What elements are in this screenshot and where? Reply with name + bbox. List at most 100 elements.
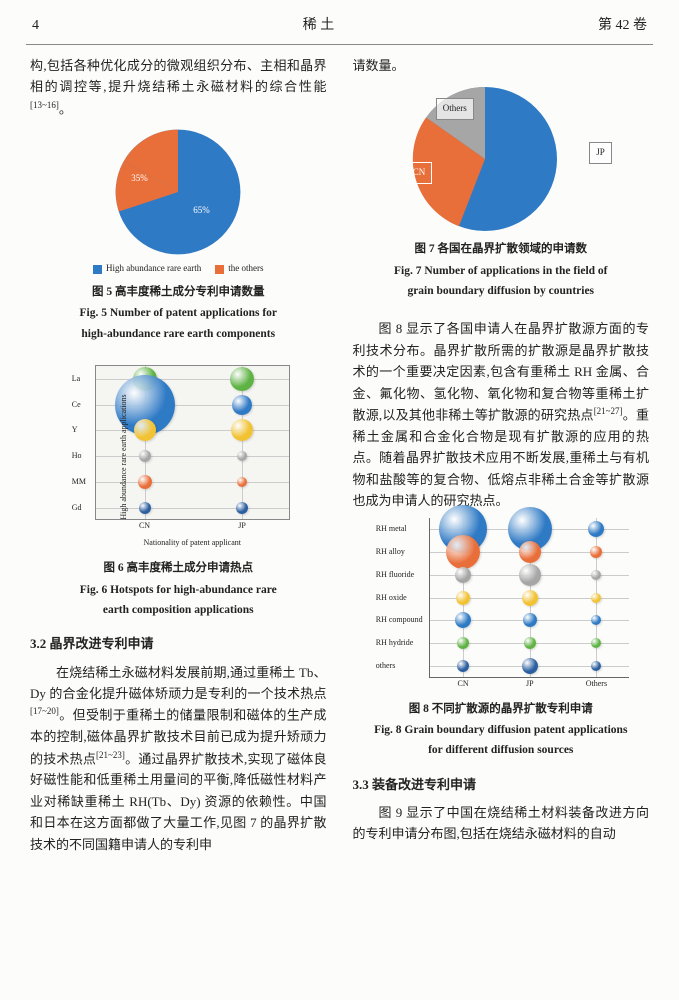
bubble <box>457 637 469 649</box>
legend-swatch-icon <box>215 265 224 274</box>
fig5-caption-en2: high-abundance rare earth components <box>30 326 327 343</box>
bubble <box>138 475 152 489</box>
ytick-label: Gd <box>72 501 82 515</box>
fig8-caption-cn: 图 8 不同扩散源的晶界扩散专利申请 <box>353 700 650 720</box>
ytick-label: RH oxide <box>376 591 407 605</box>
bubble <box>230 367 254 391</box>
legend-swatch-icon <box>93 265 102 274</box>
fig5-65-label: 65% <box>193 203 210 218</box>
fig5-35-label: 35% <box>131 171 148 186</box>
fig7-caption-cn: 图 7 各国在晶界扩散领域的申请数 <box>353 240 650 260</box>
ytick-label: Ho <box>72 449 82 463</box>
bubble <box>522 658 538 674</box>
bubble <box>519 564 541 586</box>
bubble <box>456 591 470 605</box>
bubble <box>139 450 151 462</box>
bubble <box>588 521 604 537</box>
left-p2-a: 在烧结稀土永磁材料发展前期,通过重稀土 Tb、Dy 的合金化提升磁体矫顽力是专利… <box>30 665 327 701</box>
fig8-chart: RH metal RH alloy RH fluoride RH oxide RH co… <box>353 518 650 678</box>
page-number: 4 <box>32 14 39 38</box>
right-p2-b: 。重稀土金属和合金化合物是现有扩散源的应用的热点。随着晶界扩散技术应用不断发展,… <box>353 407 650 508</box>
fig8-caption-en2: for different diffusion sources <box>353 742 650 759</box>
fig5-legend-item-2: the others <box>215 261 263 276</box>
section-3-3-heading: 3.3 装备改进专利申请 <box>353 774 650 796</box>
xtick-label: CN <box>458 677 469 691</box>
bubble <box>457 660 469 672</box>
ytick-label: RH metal <box>376 522 407 536</box>
bubble <box>519 541 541 563</box>
right-p2-sup: [21~27] <box>594 406 623 416</box>
volume-label: 第 42 卷 <box>598 14 647 38</box>
left-p2: 在烧结稀土永磁材料发展前期,通过重稀土 Tb、Dy 的合金化提升磁体矫顽力是专利… <box>30 662 327 856</box>
journal-title: 稀 土 <box>303 14 335 38</box>
xtick-label: JP <box>238 519 246 533</box>
fig7-pie: Others JP CN <box>353 84 650 234</box>
bubble <box>446 535 480 569</box>
ytick-label: La <box>72 372 80 386</box>
fig7-others-box: Others <box>436 98 474 119</box>
bubble <box>591 661 601 671</box>
bubble <box>139 502 151 514</box>
fig5-legend: High abundance rare earth the others <box>30 261 327 276</box>
fig6-caption-en2: earth composition applications <box>30 602 327 619</box>
page-header: 4 稀 土 第 42 卷 <box>0 0 679 44</box>
fig5-legend-2-text: the others <box>228 261 263 276</box>
fig6-ylabel: High abundance rare earth applications <box>117 394 131 519</box>
fig7-caption-en2: grain boundary diffusion by countries <box>353 283 650 300</box>
fig8-caption-en1: Fig. 8 Grain boundary diffusion patent a… <box>353 722 650 739</box>
bubble <box>134 419 156 441</box>
fig6-chart: La Ce Y Ho MM Gd CN JP High abundance rare eart… <box>30 365 327 550</box>
left-p1-sup: [13~16] <box>30 100 59 110</box>
bubble <box>236 502 248 514</box>
left-p2-sup1: [17~20] <box>30 706 59 716</box>
bubble <box>455 567 471 583</box>
section-3-2-heading: 3.2 晶界改进专利申请 <box>30 633 327 655</box>
left-p2-sup2: [21~23] <box>96 750 125 760</box>
bubble <box>591 615 601 625</box>
bubble <box>232 395 252 415</box>
ytick-label: Y <box>72 424 78 438</box>
bubble <box>237 477 247 487</box>
bubble <box>522 590 538 606</box>
fig7-jp-box: JP <box>589 142 612 163</box>
bubble <box>590 546 602 558</box>
right-p2: 图 8 显示了各国申请人在晶界扩散源方面的专利技术分布。晶界扩散所需的扩散源是晶… <box>353 318 650 511</box>
left-p1: 构,包括各种优化成分的微观组织分布、主相和晶界相的调控等,提升烧结稀土永磁材料的… <box>30 55 327 120</box>
bubble <box>524 637 536 649</box>
ytick-label: others <box>376 659 396 673</box>
header-rule <box>26 44 653 45</box>
fig7-caption-en1: Fig. 7 Number of applications in the fie… <box>353 263 650 280</box>
fig6-caption-cn: 图 6 高丰度稀土成分申请热点 <box>30 559 327 579</box>
bubble <box>523 613 537 627</box>
xtick-label: CN <box>139 519 150 533</box>
fig7-cn-box: CN <box>406 162 433 183</box>
bubble <box>231 419 253 441</box>
fig5-pie: 35% 65% <box>30 127 327 257</box>
left-column: 构,包括各种优化成分的微观组织分布、主相和晶界相的调控等,提升烧结稀土永磁材料的… <box>30 55 327 859</box>
right-column: 请数量。 Others JP CN 图 7 各国在晶界扩散领域的申请数 Fig.… <box>353 55 650 859</box>
bubble <box>455 612 471 628</box>
ytick-label: Ce <box>72 398 81 412</box>
bubble <box>591 638 601 648</box>
bubble <box>237 451 247 461</box>
fig8-plot: RH metalRH alloyRH fluorideRH oxideRH co… <box>429 518 629 678</box>
xtick-label: Others <box>586 677 607 691</box>
right-p1: 请数量。 <box>353 55 650 76</box>
fig5-caption-cn: 图 5 高丰度稀土成分专利申请数量 <box>30 283 327 303</box>
fig6-caption-en1: Fig. 6 Hotspots for high-abundance rare <box>30 582 327 599</box>
bubble <box>591 570 601 580</box>
ytick-label: RH compound <box>376 614 423 628</box>
ytick-label: MM <box>72 475 86 489</box>
fig6-xlabel: Nationality of patent applicant <box>95 536 290 550</box>
right-p3: 图 9 显示了中国在烧结稀土材料装备改进方向的专利申请分布图,包括在烧结永磁材料… <box>353 802 650 845</box>
fig5-legend-item-1: High abundance rare earth <box>93 261 201 276</box>
ytick-label: RH hydride <box>376 636 414 650</box>
left-p1-text: 构,包括各种优化成分的微观组织分布、主相和晶界相的调控等,提升烧结稀土永磁材料的… <box>30 58 327 94</box>
fig5-legend-1-text: High abundance rare earth <box>106 261 201 276</box>
ytick-label: RH alloy <box>376 545 405 559</box>
left-p1-end: 。 <box>59 101 72 116</box>
xtick-label: JP <box>526 677 534 691</box>
fig5-caption-en1: Fig. 5 Number of patent applications for <box>30 305 327 322</box>
ytick-label: RH fluoride <box>376 568 414 582</box>
left-p2-c: 。通过晶界扩散技术,实现了磁体良好磁性能和低重稀土用量间的平衡,降低磁性材料产业… <box>30 751 327 852</box>
